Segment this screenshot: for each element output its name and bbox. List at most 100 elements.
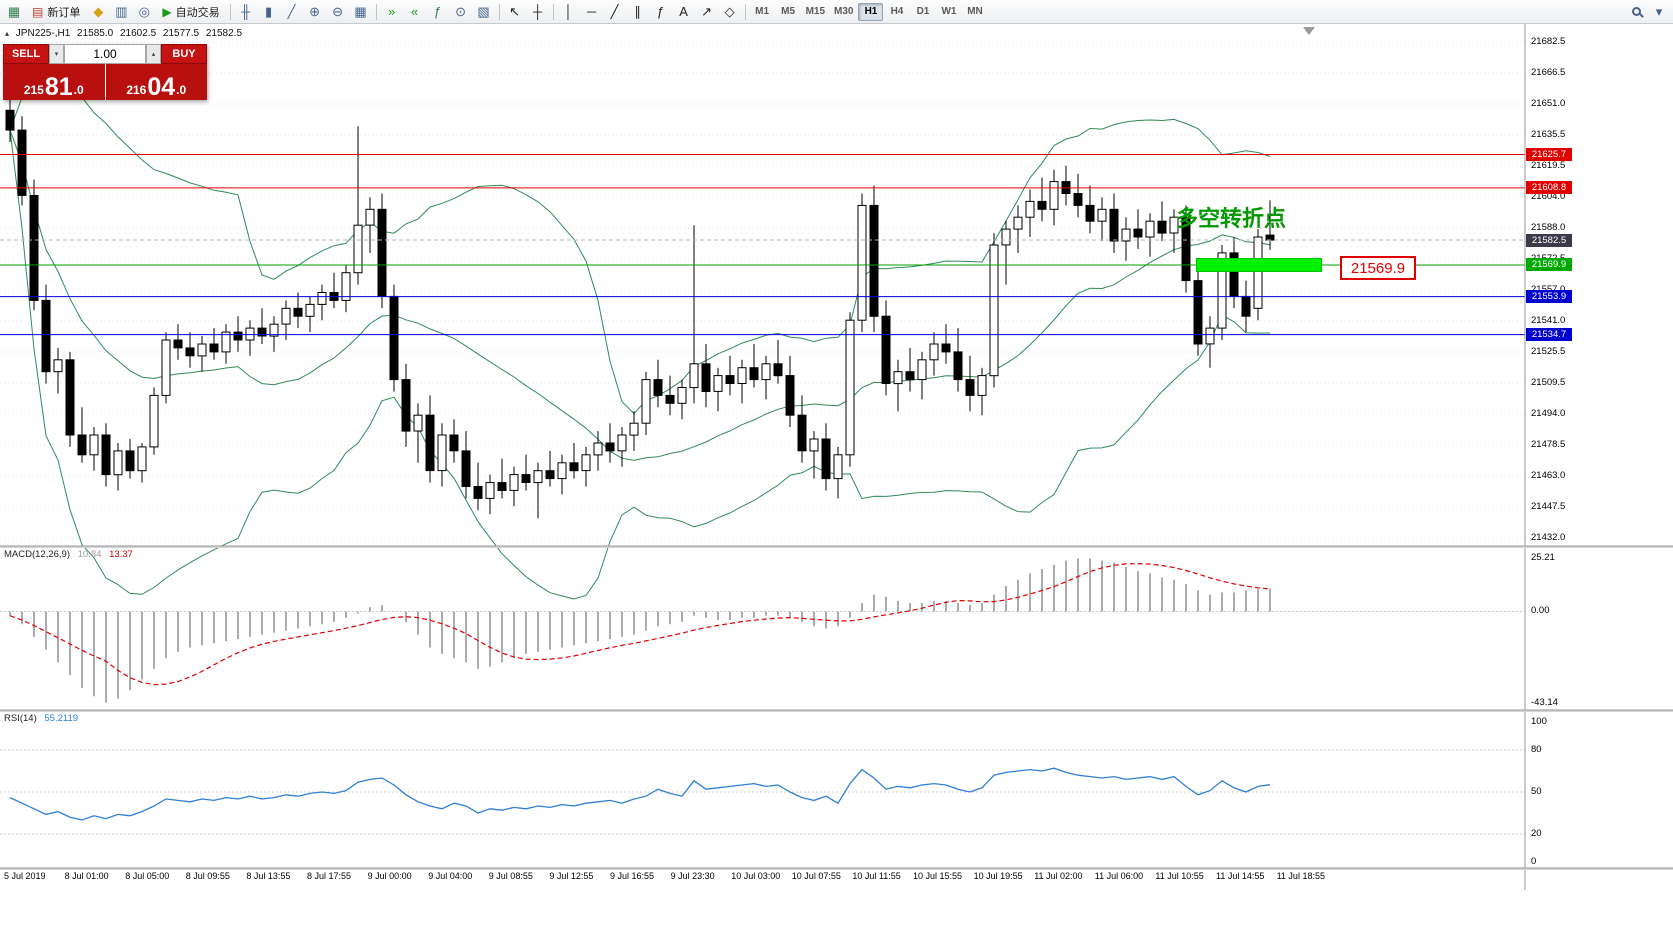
arrow-tools-icon[interactable]: ↗ xyxy=(701,3,713,19)
search-icon[interactable] xyxy=(1625,2,1647,22)
buy-button[interactable]: BUY xyxy=(161,44,207,64)
sell-price-prefix: 215 xyxy=(23,82,44,97)
timeframe-m15[interactable]: M15 xyxy=(805,6,826,17)
time-axis-label: 11 Jul 10:55 xyxy=(1155,871,1204,881)
horizontal-line-icon[interactable]: ─ xyxy=(586,4,597,19)
new-order-button-icon: ▤ xyxy=(32,4,44,19)
macd-scale-label: 0.00 xyxy=(1531,605,1550,617)
timeframe-m30[interactable]: M30 xyxy=(834,6,854,17)
price-axis-label: 21509.5 xyxy=(1531,377,1566,388)
symbol-timeframe-label: JPN225-,H1 xyxy=(15,28,71,39)
timeframe-m1[interactable]: M1 xyxy=(755,6,770,17)
zoom-out-icon[interactable]: ⊖ xyxy=(332,3,344,19)
periods-icon[interactable]: ⊙ xyxy=(455,3,467,19)
bar-chart-mode-icon[interactable]: ╫ xyxy=(240,4,251,19)
time-axis-label: 10 Jul 19:55 xyxy=(973,871,1023,881)
price-axis-label: 21619.5 xyxy=(1531,160,1566,171)
time-axis-label: 9 Jul 23:30 xyxy=(670,871,715,881)
line-chart-mode-icon[interactable]: ╱ xyxy=(287,3,296,19)
menu-icon[interactable]: ▾ xyxy=(1655,3,1663,19)
autotrading-button-icon: ▶ xyxy=(162,4,172,19)
price-axis-label: 21478.5 xyxy=(1531,439,1566,450)
rsi-scale-label: 80 xyxy=(1531,744,1542,755)
chart-ohlc-readout: ▴ JPN225-,H1 21585.0 21602.5 21577.5 215… xyxy=(5,28,246,39)
macd-indicator-label: MACD(12,26,9) 10.84 13.37 xyxy=(4,549,133,560)
price-axis-label: 21635.5 xyxy=(1531,129,1566,140)
indicators-icon[interactable]: ƒ xyxy=(433,4,442,19)
price-axis-label: 21651.0 xyxy=(1531,98,1566,109)
new-order-button[interactable]: ▤ 新订单 xyxy=(26,2,86,22)
price-axis-label: 21463.0 xyxy=(1531,470,1566,481)
price-axis-label: 21447.5 xyxy=(1531,501,1566,512)
sell-price-button[interactable]: 215 81 .0 xyxy=(3,64,105,100)
crosshair-icon[interactable]: ┼ xyxy=(532,4,543,19)
timeframe-h1[interactable]: H1 xyxy=(858,2,884,21)
buy-price-big-digits: 04 xyxy=(147,72,176,101)
new-chart-icon[interactable]: ▦ xyxy=(7,3,21,19)
equidistant-channel-icon[interactable]: ∥ xyxy=(634,3,641,19)
collapse-trade-panel-icon[interactable]: ▴ xyxy=(5,29,10,38)
time-axis-label: 9 Jul 00:00 xyxy=(367,871,412,881)
time-axis-label: 10 Jul 15:55 xyxy=(913,871,963,881)
magnifier-glyph xyxy=(1631,7,1641,16)
timeframe-h4[interactable]: H4 xyxy=(890,6,904,17)
turning-point-annotation[interactable]: 多空转折点 xyxy=(1176,206,1287,231)
templates-icon[interactable]: ▧ xyxy=(477,3,490,19)
time-axis-label: 10 Jul 03:00 xyxy=(731,871,781,881)
cursor-icon[interactable]: ↖ xyxy=(509,3,521,19)
time-axis-label: 8 Jul 17:55 xyxy=(307,871,352,881)
high-value: 21602.5 xyxy=(119,28,157,39)
buy-price-prefix: 216 xyxy=(126,82,147,97)
open-value: 21585.0 xyxy=(77,28,114,39)
candlestick-mode-icon[interactable]: ▮ xyxy=(265,3,273,19)
autotrading-button[interactable]: ▶ 自动交易 xyxy=(156,2,225,22)
shapes-icon[interactable]: ◇ xyxy=(724,3,735,19)
volume-decrease-button[interactable]: ▾ xyxy=(49,44,64,64)
time-axis-label: 5 Jul 2019 xyxy=(4,871,46,881)
time-axis-label: 8 Jul 01:00 xyxy=(64,871,109,881)
time-axis-label: 8 Jul 13:55 xyxy=(246,871,291,881)
rsi-name: RSI(14) xyxy=(4,713,37,724)
price-axis-label: 21588.0 xyxy=(1531,222,1566,233)
zoom-in-icon[interactable]: ⊕ xyxy=(309,3,321,19)
price-tag: 21534.7 xyxy=(1526,328,1572,342)
text-icon[interactable]: A xyxy=(679,4,688,19)
timeframe-d1[interactable]: D1 xyxy=(916,6,930,17)
chart-shift-marker xyxy=(1303,27,1315,35)
time-axis-label: 9 Jul 04:00 xyxy=(428,871,473,881)
price-tag: 21608.8 xyxy=(1526,181,1572,195)
volume-input[interactable] xyxy=(64,44,146,64)
toolbar-separator xyxy=(375,3,377,20)
time-axis-label: 11 Jul 18:55 xyxy=(1276,871,1325,881)
chart-shift-icon[interactable]: « xyxy=(410,4,419,19)
timeframe-m5[interactable]: M5 xyxy=(781,6,796,17)
trendline-icon[interactable]: ╱ xyxy=(610,3,619,19)
price-zone-highlight-bar[interactable] xyxy=(1196,258,1322,272)
rsi-value: 55.2119 xyxy=(44,713,79,724)
timeframe-w1[interactable]: W1 xyxy=(941,6,957,17)
new-order-button-label: 新订单 xyxy=(47,6,81,19)
data-window-icon[interactable]: ▥ xyxy=(115,3,128,19)
vertical-line-icon[interactable]: │ xyxy=(564,4,573,19)
sell-button[interactable]: SELL xyxy=(3,44,49,64)
macd-value: 10.84 xyxy=(77,549,102,560)
rsi-scale-label: 20 xyxy=(1531,828,1542,839)
price-zone-label[interactable]: 21569.9 xyxy=(1340,256,1416,280)
macd-scale-label: 25.21 xyxy=(1531,552,1555,563)
sell-price-big-digits: 81 xyxy=(44,72,73,101)
timeframe-mn[interactable]: MN xyxy=(967,6,983,17)
price-tag: 21569.9 xyxy=(1526,258,1572,272)
auto-scroll-icon[interactable]: » xyxy=(387,4,396,19)
metaeditor-icon[interactable]: ◆ xyxy=(93,3,104,19)
price-axis-label: 21525.5 xyxy=(1531,346,1566,357)
fibonacci-icon[interactable]: ƒ xyxy=(656,4,665,19)
volume-increase-button[interactable]: ▴ xyxy=(146,44,161,64)
navigator-icon[interactable]: ◎ xyxy=(138,3,151,19)
close-value: 21582.5 xyxy=(205,28,243,39)
price-tag: 21553.9 xyxy=(1526,290,1572,304)
tile-windows-icon[interactable]: ▦ xyxy=(354,3,367,19)
price-axis-label: 21557.0 xyxy=(1531,284,1565,295)
buy-price-button[interactable]: 216 04 .0 xyxy=(105,64,207,101)
